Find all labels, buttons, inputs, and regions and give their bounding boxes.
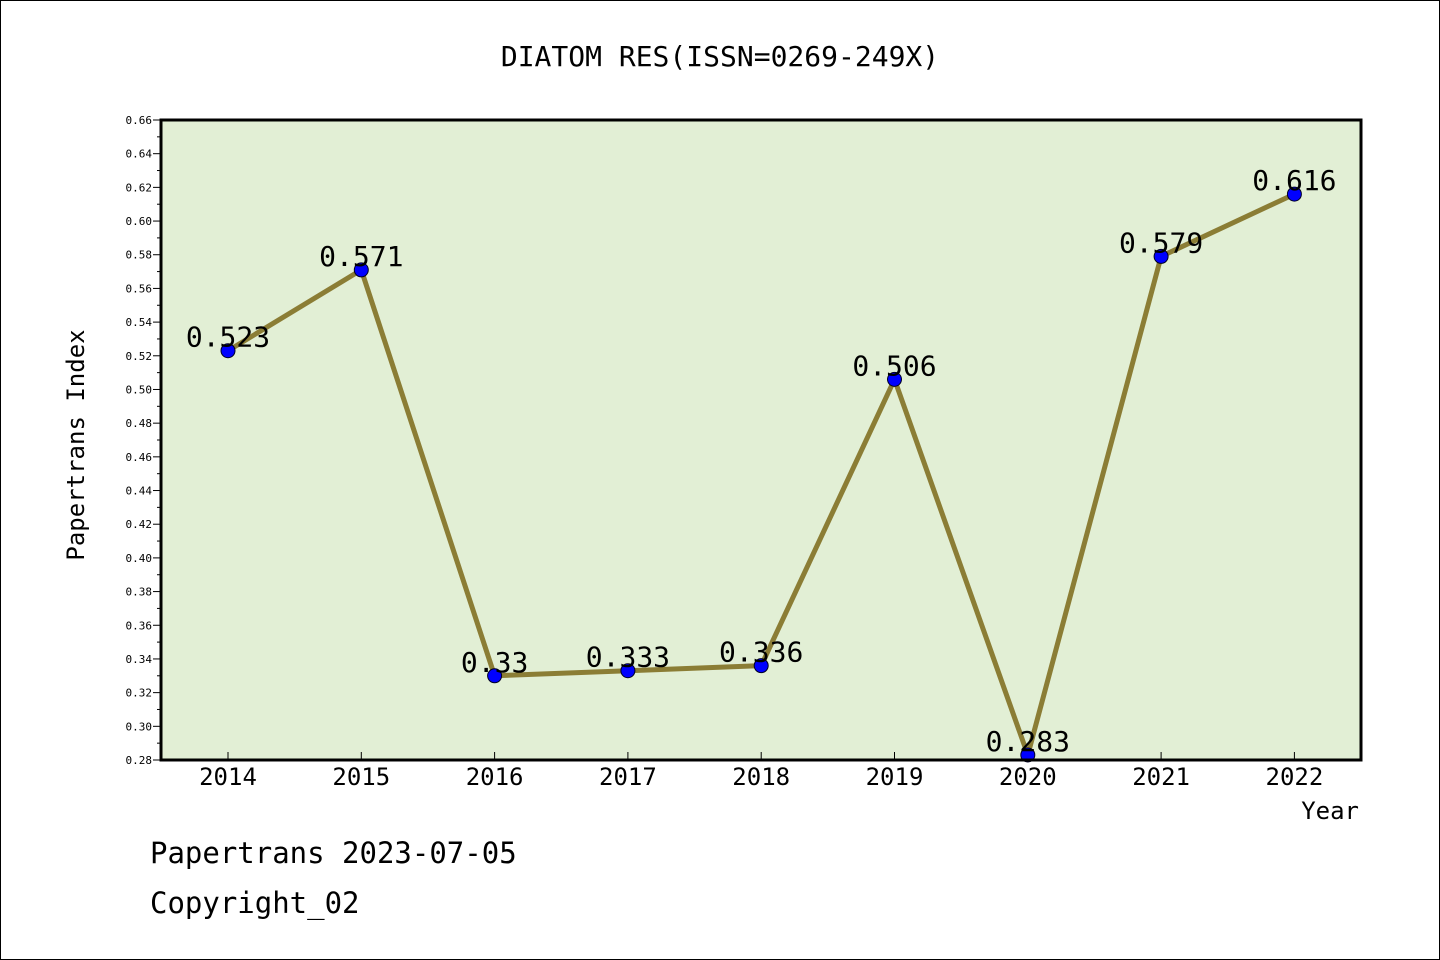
plot-border xyxy=(159,118,1363,762)
data-point xyxy=(353,262,369,278)
x-tick-label: 2021 xyxy=(1132,763,1190,791)
x-tick-label: 2020 xyxy=(999,763,1057,791)
data-point xyxy=(887,371,902,387)
x-tick-label: 2014 xyxy=(199,763,257,791)
y-tick-label: 0.44 xyxy=(126,485,153,498)
data-labels: 0.523 0.571 0.33 0.333 0.336 0.506 0.283 0.579 0… xyxy=(186,164,1337,758)
y-tick-label: 0.52 xyxy=(126,350,153,363)
data-point xyxy=(620,663,636,679)
x-axis: 2014 2015 2016 2017 2018 2019 2020 2021 2022 xyxy=(199,752,1323,791)
y-tick-label: 0.46 xyxy=(126,451,153,464)
y-tick-label: 0.56 xyxy=(126,282,153,295)
data-point xyxy=(753,658,769,674)
y-tick-label: 0.64 xyxy=(126,148,153,161)
y-tick-label: 0.36 xyxy=(126,619,153,632)
y-axis: 0.28 0.30 0.32 0.34 0.36 0.38 0.40 0.42 0.44 0.46… xyxy=(126,114,161,767)
data-label: 0.283 xyxy=(986,725,1070,758)
series-markers xyxy=(220,186,1302,763)
data-label: 0.579 xyxy=(1119,226,1203,259)
data-point xyxy=(1153,248,1169,264)
y-tick-label: 0.40 xyxy=(126,552,153,565)
y-tick-label: 0.66 xyxy=(126,114,153,127)
y-tick-label: 0.28 xyxy=(126,754,153,767)
data-label: 0.333 xyxy=(586,641,670,674)
data-label: 0.336 xyxy=(719,636,803,669)
x-tick-label: 2018 xyxy=(732,763,790,791)
y-tick-label: 0.48 xyxy=(126,417,153,430)
y-tick-label: 0.60 xyxy=(126,215,153,228)
y-tick-label: 0.50 xyxy=(126,383,153,396)
data-label: 0.616 xyxy=(1252,164,1336,197)
data-label: 0.571 xyxy=(319,240,403,273)
x-axis-title: Year xyxy=(1301,797,1359,825)
x-tick-label: 2022 xyxy=(1266,763,1324,791)
y-tick-label: 0.34 xyxy=(126,653,153,666)
y-tick-label: 0.42 xyxy=(126,518,153,531)
y-tick-label: 0.38 xyxy=(126,586,153,599)
footer-copyright: Copyright_02 xyxy=(150,886,360,920)
y-tick-label: 0.62 xyxy=(126,181,153,194)
y-tick-label: 0.30 xyxy=(126,720,153,733)
data-label: 0.523 xyxy=(186,321,270,354)
y-axis-title: Papertrans Index xyxy=(62,329,90,560)
x-tick-label: 2019 xyxy=(866,763,924,791)
y-tick-label: 0.54 xyxy=(126,316,153,329)
plot-area xyxy=(161,120,1361,760)
x-tick-label: 2015 xyxy=(332,763,390,791)
y-tick-label: 0.32 xyxy=(126,687,153,700)
data-point xyxy=(1020,747,1036,763)
data-point xyxy=(1286,186,1302,202)
data-label: 0.33 xyxy=(461,646,528,679)
footer-date: Papertrans 2023-07-05 xyxy=(150,836,517,870)
y-tick-label: 0.58 xyxy=(126,249,153,262)
x-tick-label: 2016 xyxy=(466,763,524,791)
data-point xyxy=(220,343,236,359)
chart-title: DIATOM RES(ISSN=0269-249X) xyxy=(501,40,939,73)
x-tick-label: 2017 xyxy=(599,763,657,791)
data-point xyxy=(487,668,503,684)
data-label: 0.506 xyxy=(852,349,936,382)
